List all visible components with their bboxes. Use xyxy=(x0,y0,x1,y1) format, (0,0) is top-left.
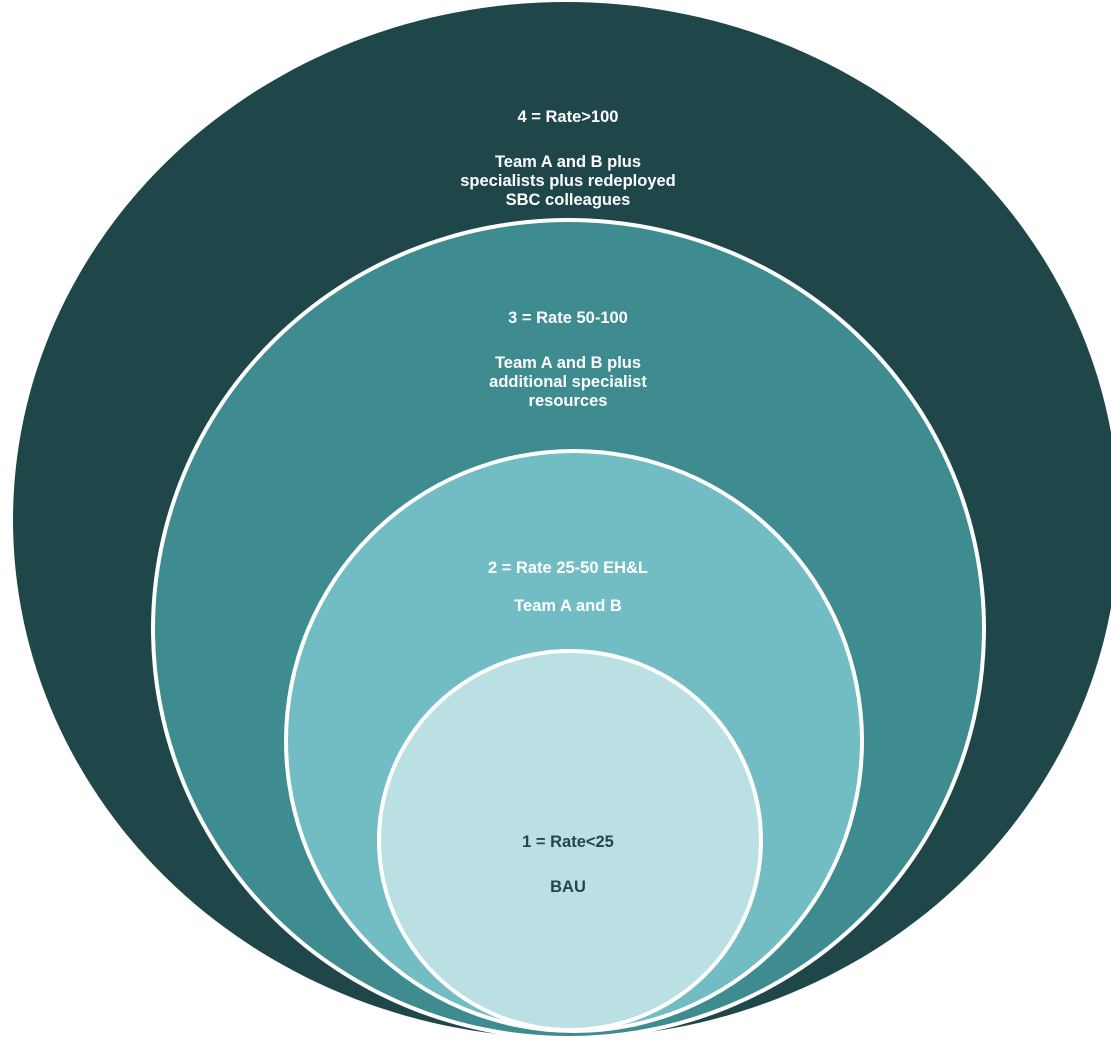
ring-heading: 4 = Rate>100 xyxy=(517,108,619,126)
ring-label-level-4: 4 = Rate>100 Team A and B plus specialis… xyxy=(392,89,744,229)
ring-label-level-1: 1 = Rate<25 BAU xyxy=(440,814,696,916)
ring-description: Team A and B xyxy=(514,597,622,615)
ring-level-1 xyxy=(377,649,763,1032)
ring-description: Team A and B plus specialists plus redep… xyxy=(460,153,676,209)
ring-heading: 1 = Rate<25 xyxy=(522,833,614,851)
ring-description: BAU xyxy=(550,878,586,896)
ring-heading: 3 = Rate 50-100 xyxy=(508,309,628,327)
ring-label-level-2: 2 = Rate 25-50 EH&L Team A and B xyxy=(392,540,744,635)
ring-description: Team A and B plus additional specialist … xyxy=(489,354,647,410)
ring-label-level-3: 3 = Rate 50-100 Team A and B plus additi… xyxy=(392,290,744,430)
ring-heading: 2 = Rate 25-50 EH&L xyxy=(487,559,649,577)
